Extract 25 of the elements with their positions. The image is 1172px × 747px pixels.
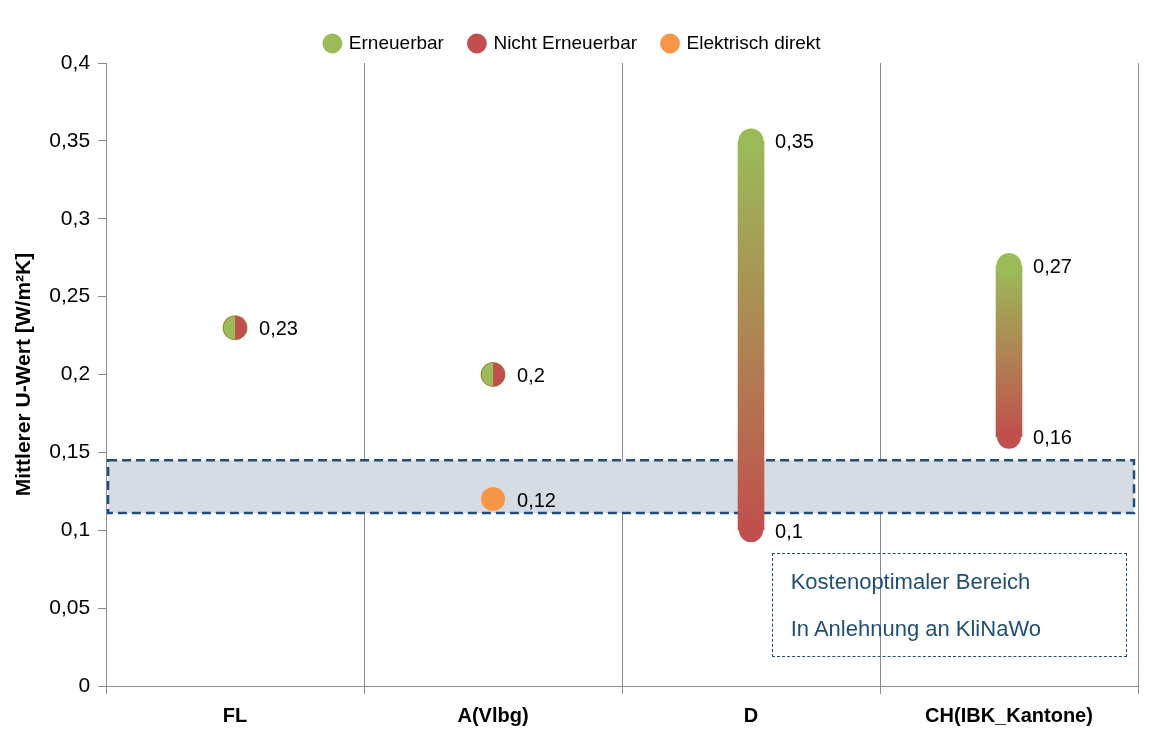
x-tick-label: CH(IBK_Kantone)	[925, 703, 1093, 726]
y-tick-label: 0,05	[49, 594, 91, 618]
x-tick-label: A(Vlbg)	[457, 703, 529, 726]
y-axis-title: Mittlerer U-Wert [W/m²K]	[11, 252, 35, 497]
data-label: 0,2	[517, 364, 545, 387]
x-tick-label: D	[743, 703, 759, 726]
legend-label: Erneuerbar	[348, 31, 445, 53]
legend-label: Elektrisch direkt	[686, 31, 822, 53]
note-box: Kostenoptimaler Bereich In Anlehnung an KliNaWo	[771, 553, 1127, 658]
y-tick-label: 0,4	[60, 49, 91, 73]
data-label: 0,27	[1033, 254, 1072, 277]
y-tick-label: 0,35	[49, 127, 91, 151]
data-label: 0,35	[775, 130, 814, 153]
y-tick-label: 0	[78, 672, 91, 696]
legend-label: Nicht Erneuerbar	[493, 31, 638, 53]
data-label: 0,1	[775, 519, 803, 542]
x-tick-label: FL	[222, 703, 248, 726]
y-tick-label: 0,3	[60, 205, 91, 229]
y-tick-label: 0,25	[49, 283, 91, 307]
data-label: 0,23	[259, 317, 298, 340]
y-tick-label: 0,1	[60, 517, 91, 541]
data-label: 0,16	[1033, 426, 1072, 449]
y-tick-label: 0,2	[60, 361, 91, 385]
y-tick-label: 0,15	[49, 439, 91, 463]
data-label: 0,12	[517, 488, 556, 511]
